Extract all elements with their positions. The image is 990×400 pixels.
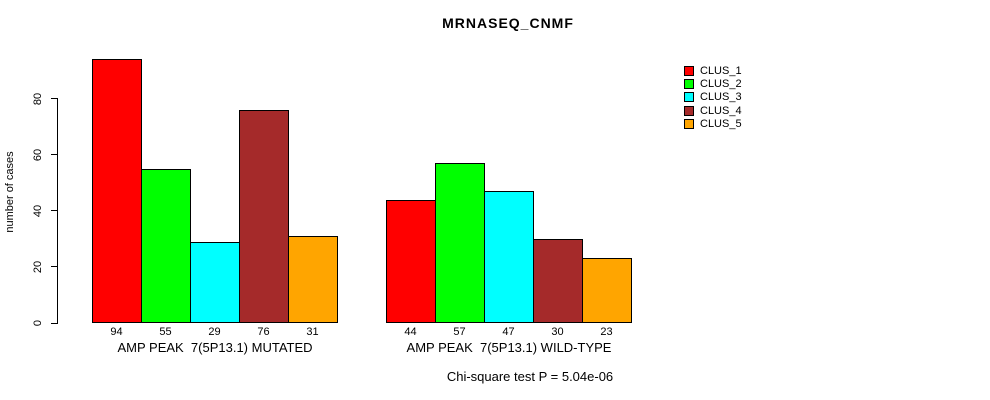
bar-value-label: 29	[208, 326, 221, 338]
legend-swatch-clus_5	[684, 118, 694, 129]
y-axis-tick	[51, 266, 58, 268]
bar-clus_1	[92, 59, 142, 323]
y-axis-tick	[51, 154, 58, 156]
legend-label: CLUS_4	[700, 104, 742, 117]
bar-clus_5	[288, 236, 338, 323]
bar-clus_2	[435, 163, 485, 323]
chi-square-caption: Chi-square test P = 5.04e-06	[446, 369, 614, 384]
y-axis-tick-label: 60	[32, 148, 44, 161]
group-label: AMP PEAK 7(5P13.1) MUTATED	[117, 340, 313, 355]
bar-value-label: 47	[502, 326, 515, 338]
bar-clus_1	[386, 200, 436, 323]
y-axis-tick	[51, 322, 58, 324]
y-axis-tick-label: 80	[32, 92, 44, 105]
legend-swatch-clus_3	[684, 92, 694, 103]
bar-clus_4	[239, 110, 289, 323]
bar-clus_3	[190, 242, 240, 323]
bar-clus_5	[582, 258, 632, 323]
bar-value-label: 31	[306, 326, 319, 338]
legend-label: CLUS_5	[700, 117, 742, 130]
bar-value-label: 57	[453, 326, 466, 338]
chart-title: MRNASEQ_CNMF	[442, 15, 574, 31]
y-axis-tick-label: 20	[32, 260, 44, 273]
bar-clus_4	[533, 239, 583, 323]
bar-value-label: 30	[551, 326, 564, 338]
legend-swatch-clus_1	[684, 66, 694, 76]
bar-value-label: 76	[257, 326, 270, 338]
bar-value-label: 55	[159, 326, 172, 338]
legend-label: CLUS_2	[700, 78, 742, 91]
legend-label: CLUS_1	[700, 65, 742, 77]
legend-swatch-clus_4	[684, 105, 694, 116]
legend-swatch-clus_2	[684, 79, 694, 90]
legend-label: CLUS_3	[700, 91, 742, 104]
bar-clus_3	[484, 191, 534, 323]
bar-value-label: 23	[600, 326, 613, 338]
y-axis-tick-label: 40	[32, 204, 44, 217]
y-axis-tick	[51, 98, 58, 99]
group-label: AMP PEAK 7(5P13.1) WILD-TYPE	[406, 340, 612, 355]
y-axis-tick	[51, 210, 58, 212]
bar-value-label: 94	[110, 326, 123, 338]
bar-value-label: 44	[404, 326, 417, 338]
y-axis-tick-label: 0	[32, 319, 44, 327]
y-axis-title: number of cases	[4, 151, 16, 233]
bar-clus_2	[141, 169, 191, 323]
